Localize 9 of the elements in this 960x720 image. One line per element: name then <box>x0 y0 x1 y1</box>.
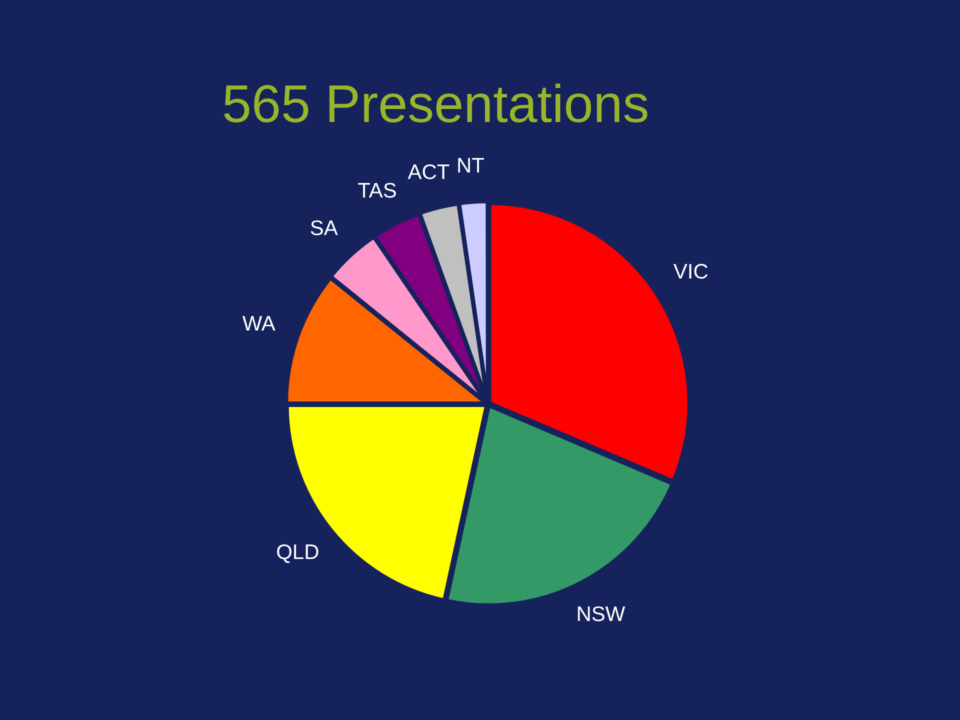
slice-label: QLD <box>276 541 320 564</box>
slice-label: ACT <box>408 160 450 184</box>
slice-label: TAS <box>358 180 397 203</box>
slice-label: NSW <box>576 603 626 626</box>
chart-title: 565 Presentations <box>222 75 650 135</box>
slice-label: SA <box>310 216 338 240</box>
slice-label: NT <box>456 154 485 178</box>
slice-label: VIC <box>673 260 708 284</box>
slice-label: WA <box>242 312 276 336</box>
